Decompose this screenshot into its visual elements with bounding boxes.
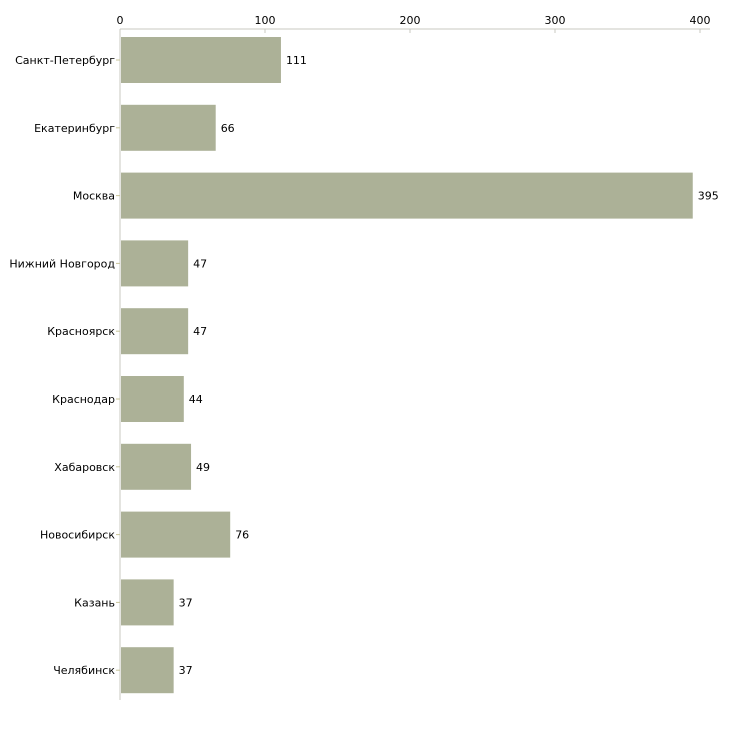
bar (121, 37, 281, 83)
data-label: 47 (193, 325, 207, 338)
bar (121, 511, 231, 558)
bar (121, 443, 192, 490)
x-tick-label: 400 (690, 14, 711, 27)
category-label: Красноярск (47, 325, 115, 338)
x-tick-label: 100 (255, 14, 276, 27)
data-label: 49 (196, 461, 210, 474)
category-label: Екатеринбург (34, 122, 115, 135)
data-label: 37 (179, 664, 193, 677)
bar (121, 647, 174, 694)
data-label: 111 (286, 54, 307, 67)
category-label: Нижний Новгород (9, 257, 115, 270)
data-label: 76 (235, 529, 249, 542)
bar (121, 104, 216, 151)
bar (121, 308, 189, 355)
category-label: Санкт-Петербург (15, 54, 115, 67)
bar (121, 240, 189, 287)
category-label: Хабаровск (54, 461, 115, 474)
category-label: Москва (73, 190, 115, 203)
x-tick-label: 300 (545, 14, 566, 27)
bar (121, 579, 174, 626)
data-label: 47 (193, 257, 207, 270)
category-label: Новосибирск (40, 529, 115, 542)
category-label: Краснодар (52, 393, 115, 406)
data-label: 44 (189, 393, 203, 406)
bar (121, 172, 693, 219)
x-tick-label: 200 (400, 14, 421, 27)
category-label: Челябинск (53, 664, 115, 677)
x-tick-label: 0 (117, 14, 124, 27)
data-label: 395 (698, 190, 719, 203)
bar (121, 376, 184, 422)
data-label: 37 (179, 596, 193, 609)
category-label: Казань (74, 596, 115, 609)
data-label: 66 (221, 122, 235, 135)
